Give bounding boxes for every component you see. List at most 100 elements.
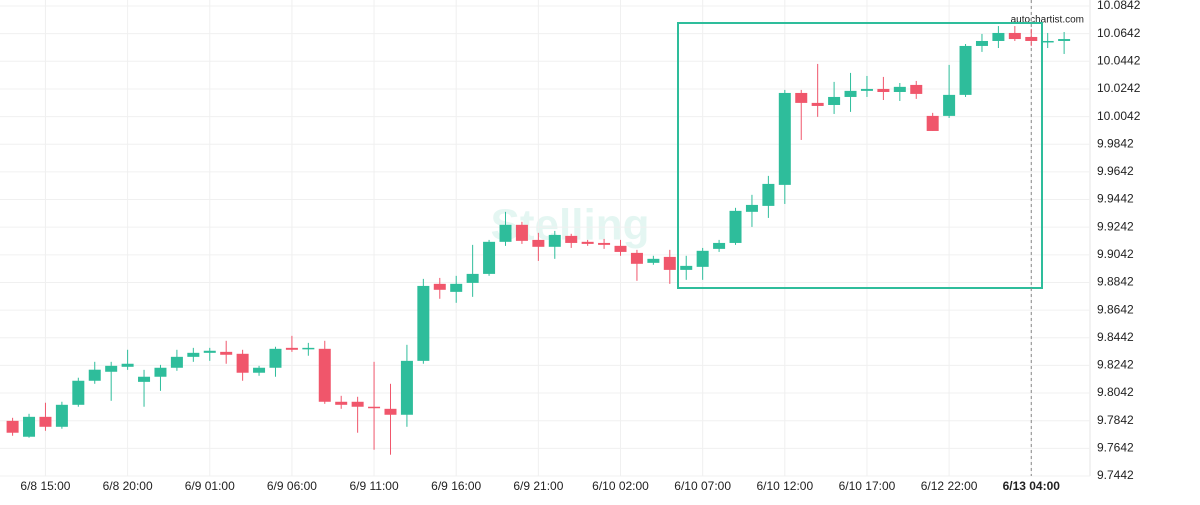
x-tick-label: 6/9 06:00 <box>267 479 317 493</box>
candle-body <box>351 401 364 407</box>
x-tick-label: 6/8 20:00 <box>103 479 153 493</box>
y-tick-label: 10.0442 <box>1097 53 1141 67</box>
candle-body <box>614 245 627 252</box>
y-tick-label: 9.9842 <box>1097 136 1134 150</box>
candle-body <box>959 45 972 95</box>
y-tick-label: 9.7842 <box>1097 413 1134 427</box>
candle-body <box>778 92 791 185</box>
candle-body <box>663 256 676 270</box>
candle-body <box>910 84 923 94</box>
candle-body <box>483 241 496 274</box>
y-tick-label: 9.8042 <box>1097 385 1134 399</box>
candle-body <box>581 241 594 244</box>
y-tick-label: 9.9042 <box>1097 247 1134 261</box>
candle-body <box>893 86 906 92</box>
candle-body <box>548 234 561 247</box>
y-tick-label: 9.9442 <box>1097 192 1134 206</box>
y-tick-label: 10.0642 <box>1097 26 1141 40</box>
candle-body <box>630 252 643 264</box>
x-tick-label: 6/10 12:00 <box>756 479 813 493</box>
candle-body <box>105 365 118 372</box>
candle-body <box>729 210 742 243</box>
y-tick-label: 10.0242 <box>1097 81 1141 95</box>
candle-body <box>318 348 331 402</box>
y-tick-label: 9.8242 <box>1097 358 1134 372</box>
y-tick-label: 9.7442 <box>1097 468 1134 482</box>
y-tick-label: 9.7642 <box>1097 441 1134 455</box>
candle-body <box>400 360 413 415</box>
candle-body <box>532 239 545 247</box>
candle-body <box>943 94 956 116</box>
candle-body <box>499 224 512 242</box>
candle-body <box>138 376 151 382</box>
candle-body <box>1008 32 1021 40</box>
candle-body <box>39 416 52 427</box>
candle-body <box>121 363 134 367</box>
candle-body <box>680 265 693 270</box>
candle-body <box>860 88 873 91</box>
x-tick-label: 6/10 17:00 <box>839 479 896 493</box>
candle-body <box>203 350 216 353</box>
source-label: autochartist.com <box>1011 15 1084 26</box>
candle-body <box>154 367 167 377</box>
candle-body <box>23 416 36 437</box>
candle-body <box>877 88 890 92</box>
candle-body <box>696 250 709 267</box>
candle-body <box>433 283 446 290</box>
candle-body <box>926 115 939 131</box>
x-tick-label: 6/8 15:00 <box>20 479 70 493</box>
candle-body <box>368 406 381 409</box>
y-tick-label: 9.8442 <box>1097 330 1134 344</box>
candle-body <box>335 401 348 405</box>
x-tick-label: 6/9 16:00 <box>431 479 481 493</box>
candle-body <box>72 380 85 405</box>
y-tick-label: 9.9642 <box>1097 164 1134 178</box>
candle-body <box>384 408 397 415</box>
candle-body <box>466 273 479 283</box>
y-tick-label: 9.8642 <box>1097 302 1134 316</box>
candle-body <box>170 356 183 368</box>
candle-body <box>253 367 266 373</box>
candle-body <box>450 283 463 292</box>
candle-body <box>285 347 298 350</box>
candle-body <box>713 242 726 249</box>
candle-body <box>6 420 19 433</box>
y-tick-label: 10.0042 <box>1097 109 1141 123</box>
x-tick-label: 6/12 22:00 <box>921 479 978 493</box>
candle-body <box>795 92 808 103</box>
candle-body <box>269 348 282 368</box>
candle-body <box>565 235 578 243</box>
candle-body <box>220 351 233 355</box>
y-tick-label: 10.0842 <box>1097 0 1141 12</box>
candle-body <box>828 96 841 105</box>
grid <box>0 0 1090 477</box>
x-tick-label: 6/10 02:00 <box>592 479 649 493</box>
pattern-box <box>677 22 1043 289</box>
x-tick-label: 6/10 07:00 <box>674 479 731 493</box>
candle-body <box>1025 36 1038 41</box>
candle-body <box>811 102 824 106</box>
x-tick-label: 6/9 21:00 <box>513 479 563 493</box>
x-tick-label: 6/9 01:00 <box>185 479 235 493</box>
y-tick-label: 9.8842 <box>1097 275 1134 289</box>
candle-body <box>1058 39 1071 41</box>
candle-body <box>88 369 101 381</box>
candle-body <box>187 352 200 357</box>
candle-body <box>236 353 249 373</box>
candle-body <box>762 183 775 206</box>
x-tick-label: 6/13 04:00 <box>1003 479 1061 493</box>
candle-body <box>515 224 528 241</box>
candle-body <box>745 204 758 212</box>
candle-body <box>975 40 988 46</box>
candle-body <box>844 90 857 97</box>
candle-body <box>598 242 611 245</box>
candle-body <box>647 258 660 263</box>
candle-body <box>992 32 1005 41</box>
y-tick-label: 9.9242 <box>1097 219 1134 233</box>
x-tick-label: 6/9 11:00 <box>349 479 398 493</box>
candle-body <box>417 285 430 361</box>
candle-body <box>302 347 315 350</box>
candle-body <box>1041 40 1054 43</box>
